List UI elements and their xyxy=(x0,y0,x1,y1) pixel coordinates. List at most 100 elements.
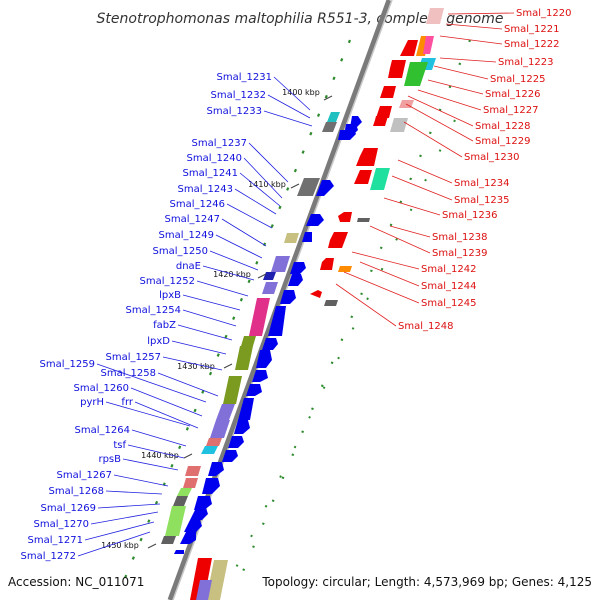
accession-text: Accession: NC_011071 xyxy=(8,575,144,589)
gene-label-smal_1267[interactable]: Smal_1267 xyxy=(57,470,112,481)
gene-label-smal_1233[interactable]: Smal_1233 xyxy=(207,106,262,117)
leader-line xyxy=(445,23,503,30)
leader-line xyxy=(273,76,311,111)
gene-label-smal_1252[interactable]: Smal_1252 xyxy=(140,276,195,287)
gene-label-smal_1248[interactable]: Smal_1248 xyxy=(398,321,453,332)
gene-label-pyrh[interactable]: pyrH xyxy=(80,397,104,408)
leader-line xyxy=(359,261,420,287)
leader-line xyxy=(417,89,482,111)
gene-label-smal_1239[interactable]: Smal_1239 xyxy=(432,248,487,259)
right-label-leaders xyxy=(335,12,515,327)
gene-label-smal_1264[interactable]: Smal_1264 xyxy=(75,425,130,436)
right-gene-labels: Smal_1220 Smal_1221 Smal_1222 Smal_1223 Smal… xyxy=(398,8,571,332)
gene-label-smal_1226[interactable]: Smal_1226 xyxy=(485,89,540,100)
leader-line xyxy=(267,94,311,119)
leader-line xyxy=(439,35,503,45)
leader-line xyxy=(397,159,453,184)
gene-label-smal_1258[interactable]: Smal_1258 xyxy=(101,368,156,379)
gene-label-smal_1269[interactable]: Smal_1269 xyxy=(41,503,96,514)
reverse-strand-genes xyxy=(190,8,444,600)
leader-line xyxy=(202,265,255,281)
leader-line xyxy=(239,172,281,207)
gene-label-smal_1236[interactable]: Smal_1236 xyxy=(442,210,497,221)
kbp-tick-1430: 1430 kbp xyxy=(177,362,215,371)
leader-line xyxy=(383,197,441,216)
left-gene-labels: Smal_1231 Smal_1232 Smal_1233 Smal_1237 Smal… xyxy=(21,72,272,562)
gene-label-smal_1259[interactable]: Smal_1259 xyxy=(40,359,95,370)
leader-line xyxy=(196,280,249,297)
gene-label-lpxd[interactable]: lpxD xyxy=(147,336,170,347)
gene-label-smal_1241[interactable]: Smal_1241 xyxy=(183,168,238,179)
left-label-leaders xyxy=(77,76,313,557)
kbp-tick-1400: 1400 kbp xyxy=(282,88,320,97)
gene-label-smal_1227[interactable]: Smal_1227 xyxy=(483,105,538,116)
leader-line xyxy=(263,110,313,127)
leader-line xyxy=(162,356,223,371)
leader-line xyxy=(105,401,191,427)
leader-line xyxy=(447,12,515,15)
leader-line xyxy=(105,490,163,495)
gene-label-smal_1228[interactable]: Smal_1228 xyxy=(475,121,530,132)
gene-label-smal_1231[interactable]: Smal_1231 xyxy=(217,72,272,83)
kbp-tick-1410: 1410 kbp xyxy=(248,180,286,189)
gene-label-smal_1242[interactable]: Smal_1242 xyxy=(421,264,476,275)
leader-line xyxy=(335,283,397,327)
gene-label-smal_1249[interactable]: Smal_1249 xyxy=(159,230,214,241)
gene-label-smal_1254[interactable]: Smal_1254 xyxy=(126,305,181,316)
gene-label-smal_1232[interactable]: Smal_1232 xyxy=(211,90,266,101)
gene-label-smal_1229[interactable]: Smal_1229 xyxy=(475,136,530,147)
gene-label-smal_1246[interactable]: Smal_1246 xyxy=(170,199,225,210)
gene-label-smal_1270[interactable]: Smal_1270 xyxy=(34,519,89,530)
gene-label-smal_1234[interactable]: Smal_1234 xyxy=(454,178,509,189)
leader-line xyxy=(407,95,474,127)
gene-label-fabz[interactable]: fabZ xyxy=(153,320,176,331)
gene-label-tsf[interactable]: tsf xyxy=(113,440,126,451)
gene-label-rpsb[interactable]: rpsB xyxy=(98,454,121,465)
gene-label-smal_1230[interactable]: Smal_1230 xyxy=(464,152,519,163)
gene-label-lpxb[interactable]: lpxB xyxy=(159,290,181,301)
leader-line xyxy=(343,271,420,304)
leader-line xyxy=(130,387,203,417)
gene-label-smal_1247[interactable]: Smal_1247 xyxy=(165,214,220,225)
leader-line xyxy=(226,203,273,229)
gene-label-smal_1250[interactable]: Smal_1250 xyxy=(153,246,208,257)
gene-label-smal_1243[interactable]: Smal_1243 xyxy=(178,184,233,195)
cog-gene-blocks-left xyxy=(161,112,340,544)
map-title: Stenotrophomonas maltophilia R551-3, com… xyxy=(97,11,504,27)
gene-label-smal_1237[interactable]: Smal_1237 xyxy=(192,138,247,149)
gene-label-smal_1238[interactable]: Smal_1238 xyxy=(432,232,487,243)
gene-label-smal_1260[interactable]: Smal_1260 xyxy=(74,383,129,394)
gene-label-smal_1244[interactable]: Smal_1244 xyxy=(421,281,476,292)
gene-label-smal_1268[interactable]: Smal_1268 xyxy=(49,486,104,497)
leader-line xyxy=(127,444,185,459)
leader-line xyxy=(182,309,237,327)
gene-label-smal_1257[interactable]: Smal_1257 xyxy=(106,352,161,363)
leader-line xyxy=(403,121,463,158)
leader-line xyxy=(234,188,277,215)
gene-label-smal_1240[interactable]: Smal_1240 xyxy=(187,153,242,164)
leader-line xyxy=(209,250,259,271)
leader-line xyxy=(157,372,219,397)
gene-label-smal_1272[interactable]: Smal_1272 xyxy=(21,551,76,562)
gene-label-frr[interactable]: frr xyxy=(121,397,133,408)
gene-label-smal_1223[interactable]: Smal_1223 xyxy=(498,57,553,68)
gene-label-dnae[interactable]: dnaE xyxy=(176,261,201,272)
gene-label-smal_1245[interactable]: Smal_1245 xyxy=(421,298,476,309)
leader-line xyxy=(221,218,267,247)
leader-line xyxy=(113,474,169,487)
leader-line xyxy=(177,324,233,341)
leader-line xyxy=(84,521,155,541)
leader-line xyxy=(122,458,179,471)
leader-line xyxy=(182,294,241,311)
gene-label-smal_1221[interactable]: Smal_1221 xyxy=(504,24,559,35)
leader-line xyxy=(77,531,151,557)
gene-label-smal_1220[interactable]: Smal_1220 xyxy=(516,8,571,19)
kbp-tick-1420: 1420 kbp xyxy=(213,270,251,279)
gene-label-smal_1271[interactable]: Smal_1271 xyxy=(28,535,83,546)
gene-label-smal_1225[interactable]: Smal_1225 xyxy=(490,74,545,85)
gene-label-smal_1222[interactable]: Smal_1222 xyxy=(504,39,559,50)
leader-line xyxy=(389,225,431,238)
kbp-tick-1450: 1450 kbp xyxy=(101,541,139,550)
gene-label-smal_1235[interactable]: Smal_1235 xyxy=(454,195,509,206)
